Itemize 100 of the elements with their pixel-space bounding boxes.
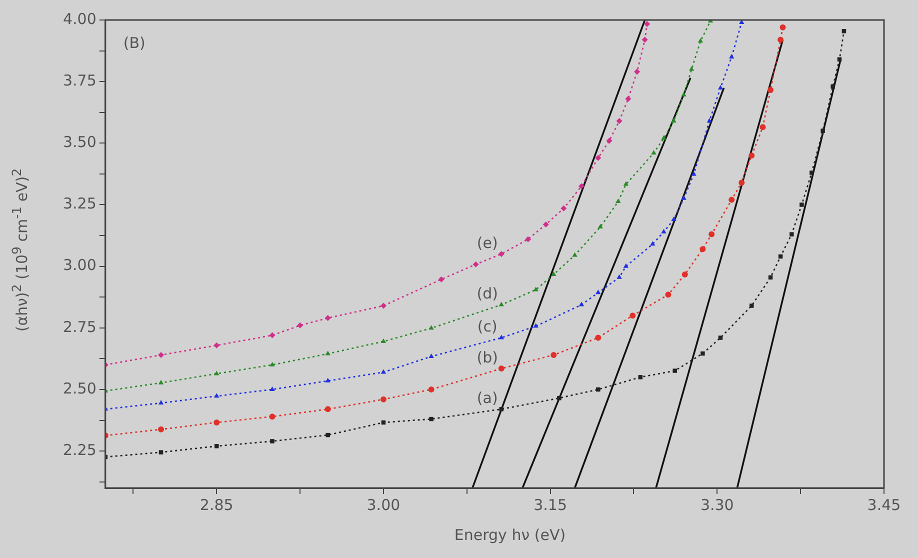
x-tick-label: 3.00 (366, 496, 400, 514)
point (700, 246, 706, 252)
series-label: (e) (476, 234, 498, 252)
point (428, 386, 434, 392)
y-tick-label: 3.75 (62, 71, 96, 90)
point (560, 205, 567, 212)
point (728, 196, 735, 203)
point (380, 302, 386, 309)
series-label: (b) (476, 348, 498, 366)
point (596, 290, 601, 294)
point (428, 353, 434, 358)
point (551, 271, 556, 276)
point (748, 152, 755, 158)
point (638, 375, 643, 380)
point (472, 261, 479, 268)
x-tick-label: 3.45 (867, 496, 901, 514)
point (380, 338, 386, 343)
point (616, 118, 622, 124)
point (718, 336, 723, 340)
point (214, 342, 220, 348)
point (616, 198, 621, 204)
point (578, 302, 584, 306)
point (706, 118, 712, 122)
point (158, 450, 164, 454)
point (557, 396, 562, 400)
x-tick-label: 3.30 (700, 496, 734, 514)
point (269, 332, 276, 338)
point (297, 322, 304, 328)
x-axis-title: Energy hν (eV) (453, 526, 567, 544)
point (718, 84, 724, 90)
point (214, 419, 220, 426)
point (550, 352, 557, 358)
point (671, 118, 676, 122)
point (324, 315, 331, 322)
series-label: (c) (477, 318, 498, 336)
point (428, 325, 434, 330)
point (790, 232, 794, 236)
point (324, 406, 331, 412)
point (158, 400, 164, 405)
point (498, 251, 504, 257)
point (682, 271, 688, 278)
point (498, 366, 504, 372)
point (214, 393, 220, 398)
point (270, 439, 274, 444)
point (270, 386, 275, 391)
point (606, 138, 612, 144)
point (596, 387, 600, 392)
x-tick-label: 3.15 (534, 496, 568, 514)
point (269, 414, 276, 420)
point (800, 202, 804, 207)
point (644, 20, 650, 27)
y-tick-label: 4.00 (62, 10, 96, 28)
point (598, 224, 603, 228)
point (634, 68, 640, 75)
point (750, 304, 754, 308)
y-tick-label: 3.25 (62, 194, 96, 213)
point (651, 150, 656, 155)
series-label: (a) (476, 389, 498, 408)
annotation: (B) (123, 34, 146, 52)
point (820, 128, 825, 133)
point (642, 36, 648, 43)
point (661, 228, 666, 234)
point (623, 263, 629, 268)
point (623, 181, 629, 186)
point (681, 195, 686, 200)
point (780, 24, 786, 30)
point (688, 66, 694, 71)
point (691, 171, 696, 176)
point (681, 92, 686, 96)
point (700, 351, 705, 356)
y-tick-label: 3.50 (62, 133, 96, 152)
point (625, 96, 632, 102)
point (671, 216, 676, 222)
point (542, 221, 549, 228)
series-label: (d) (476, 284, 498, 303)
y-tick-label: 2.25 (62, 440, 96, 459)
point (760, 124, 766, 130)
point (810, 170, 814, 175)
point (738, 180, 745, 186)
point (429, 416, 434, 422)
y-tick-label: 3.00 (62, 256, 96, 274)
point (698, 38, 704, 43)
x-tick-label: 2.85 (200, 496, 234, 514)
point (525, 236, 532, 242)
point (630, 312, 636, 319)
point (438, 276, 444, 282)
point (270, 362, 275, 366)
point (830, 84, 835, 89)
y-tick-label: 2.50 (62, 379, 96, 398)
point (672, 368, 678, 373)
y-tick-label: 2.75 (62, 318, 96, 336)
point (326, 432, 330, 438)
point (325, 350, 330, 356)
point (158, 380, 164, 384)
point (158, 352, 164, 358)
point (739, 20, 744, 24)
point (578, 183, 584, 190)
point (158, 426, 164, 432)
point (708, 231, 715, 238)
point (533, 323, 538, 328)
